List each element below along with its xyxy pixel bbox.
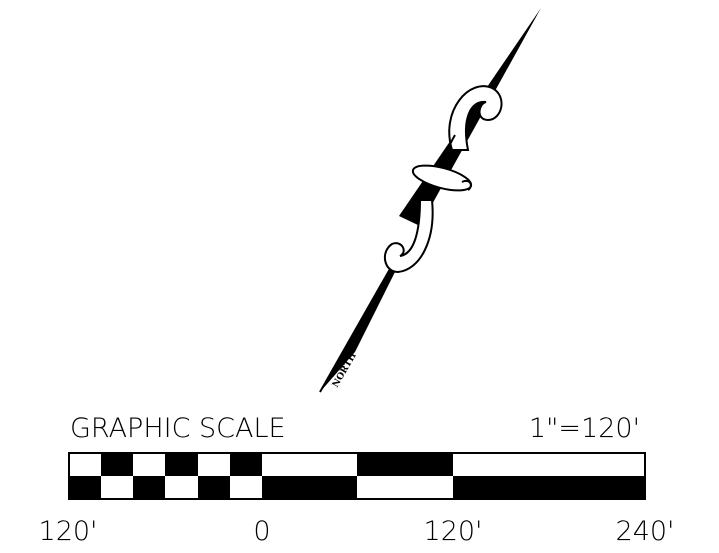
graphic-scale: GRAPHIC SCALE 1"=120' 120' 0 120' 240' <box>39 413 675 547</box>
needle-upper <box>399 8 541 226</box>
scale-label: 120' <box>424 516 483 547</box>
scale-label: 0 <box>253 516 270 547</box>
swirl-lower <box>383 199 434 274</box>
scale-label: 120' <box>39 516 98 547</box>
scale-ratio: 1"=120' <box>529 413 640 444</box>
swirl-upper <box>448 85 503 151</box>
scale-title: GRAPHIC SCALE <box>70 413 286 444</box>
north-arrow: NORTH <box>319 8 541 393</box>
scale-bar-fill <box>69 453 645 499</box>
needle-line <box>319 261 395 393</box>
ring-tip <box>461 180 472 191</box>
scale-bar-outline <box>68 452 646 500</box>
scale-label: 240' <box>616 516 675 547</box>
